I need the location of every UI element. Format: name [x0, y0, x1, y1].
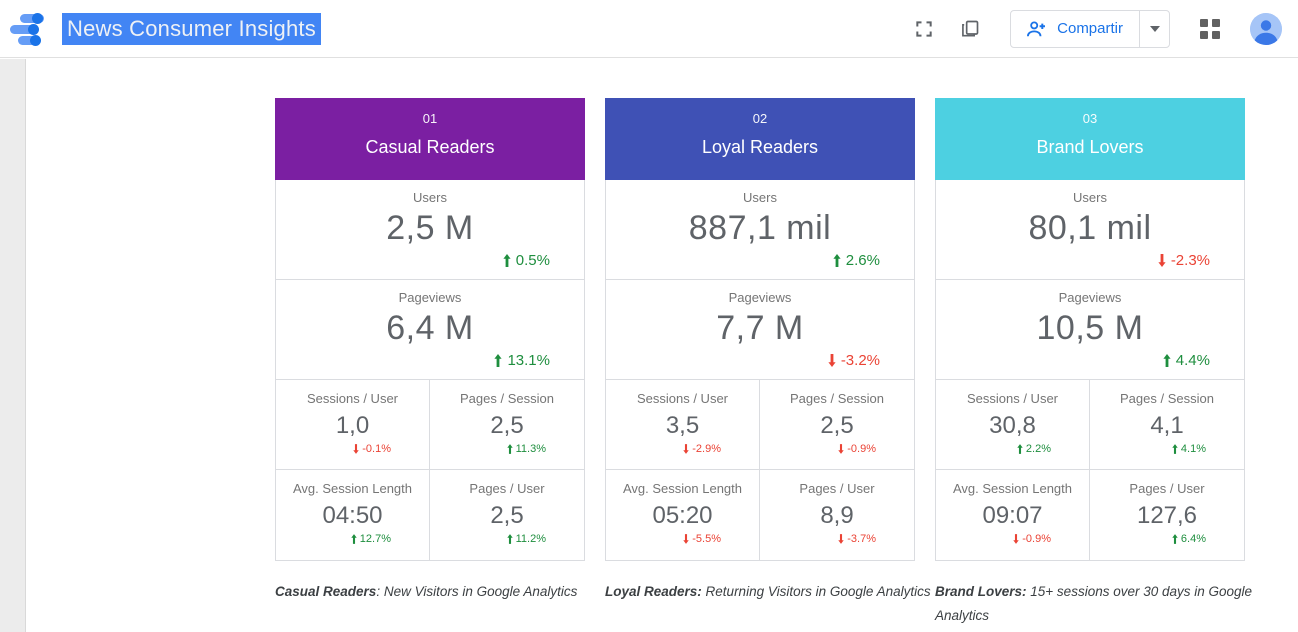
segment-name: Loyal Readers [701, 137, 819, 157]
trend-arrow-icon [1172, 444, 1178, 454]
change-indicator: -2.9% [606, 442, 759, 456]
pages-per-user-scorecard[interactable]: Pages / User 127,6 6.4% [1090, 470, 1244, 560]
change-indicator: -0.1% [276, 442, 429, 456]
change-indicator: -0.9% [760, 442, 914, 456]
segment-description-brand-lovers: Brand Lovers: 15+ sessions over 30 days … [935, 584, 1253, 623]
pages-per-session-scorecard[interactable]: Pages / Session 2,5 11.3% [430, 380, 584, 470]
apps-menu-button[interactable] [1190, 9, 1230, 49]
trend-arrow-icon [353, 444, 359, 454]
trend-arrow-icon [683, 444, 689, 454]
avg-session-length-scorecard[interactable]: Avg. Session Length 04:50 12.7% [276, 470, 430, 560]
change-indicator: -3.7% [760, 532, 914, 546]
change-indicator: 2.6% [606, 249, 914, 271]
trend-arrow-icon [1172, 534, 1178, 544]
change-indicator: 4.4% [936, 349, 1244, 371]
fullscreen-icon [914, 19, 934, 39]
segment-card-header: 02 Loyal Readers [605, 98, 915, 180]
pages-per-user-scorecard[interactable]: Pages / User 8,9 -3.7% [760, 470, 914, 560]
trend-arrow-icon [506, 444, 513, 454]
segment-card-header: 01 Casual Readers [275, 98, 585, 180]
segment-card-loyal-readers[interactable]: 02 Loyal Readers Users 887,1 mil 2.6% Pa… [605, 98, 915, 561]
trend-arrow-icon [683, 534, 689, 544]
trend-arrow-icon [828, 353, 836, 367]
change-indicator: -5.5% [606, 532, 759, 546]
trend-arrow-icon [494, 353, 503, 367]
change-indicator: -2.3% [936, 249, 1244, 271]
data-studio-logo-icon[interactable] [8, 12, 48, 46]
pageviews-scorecard[interactable]: Pageviews 10,5 M 4.4% [936, 280, 1244, 380]
change-indicator: 12.7% [276, 532, 429, 546]
share-options-button[interactable] [1139, 10, 1169, 47]
pages-per-session-scorecard[interactable]: Pages / Session 2,5 -0.9% [760, 380, 914, 470]
users-scorecard[interactable]: Users 80,1 mil -2.3% [936, 180, 1244, 280]
segment-card-casual-readers[interactable]: 01 Casual Readers Users 2,5 M 0.5% Pagev… [275, 98, 585, 561]
segment-number: 03 [1082, 111, 1098, 126]
copy-icon [960, 19, 980, 39]
users-scorecard[interactable]: Users 2,5 M 0.5% [276, 180, 584, 280]
change-indicator: 13.1% [276, 349, 584, 371]
segment-description-loyal-readers: Loyal Readers: Returning Visitors in Goo… [605, 584, 931, 599]
pageviews-scorecard[interactable]: Pageviews 7,7 M -3.2% [606, 280, 914, 380]
avg-session-length-scorecard[interactable]: Avg. Session Length 05:20 -5.5% [606, 470, 760, 560]
fullscreen-button[interactable] [904, 9, 944, 49]
report-title[interactable]: News Consumer Insights [62, 12, 321, 45]
trend-arrow-icon [506, 534, 513, 544]
trend-arrow-icon [351, 534, 357, 544]
avg-session-length-scorecard[interactable]: Avg. Session Length 09:07 -0.9% [936, 470, 1090, 560]
segment-name: Casual Readers [365, 137, 495, 157]
change-indicator: 11.3% [430, 442, 584, 456]
change-indicator: -3.2% [606, 349, 914, 371]
dropdown-arrow-icon [1149, 25, 1160, 32]
change-indicator: 2.2% [936, 442, 1089, 456]
segment-number: 01 [422, 111, 438, 126]
segment-number: 02 [752, 111, 768, 126]
segment-description-casual-readers: Casual Readers: New Visitors in Google A… [275, 584, 578, 599]
change-indicator: -0.9% [936, 532, 1089, 546]
share-button[interactable]: Compartir [1011, 11, 1139, 47]
person-add-icon [1025, 20, 1047, 38]
trend-arrow-icon [1163, 353, 1171, 367]
trend-arrow-icon [838, 444, 844, 454]
copy-report-button[interactable] [950, 9, 990, 49]
trend-arrow-icon [503, 253, 511, 267]
sessions-per-user-scorecard[interactable]: Sessions / User 3,5 -2.9% [606, 380, 760, 470]
users-scorecard[interactable]: Users 887,1 mil 2.6% [606, 180, 914, 280]
change-indicator: 11.2% [430, 532, 584, 546]
pageviews-scorecard[interactable]: Pageviews 6,4 M 13.1% [276, 280, 584, 380]
pages-per-session-scorecard[interactable]: Pages / Session 4,1 4.1% [1090, 380, 1244, 470]
trend-arrow-icon [833, 253, 841, 267]
share-split-button: Compartir [1010, 9, 1170, 48]
change-indicator: 0.5% [276, 249, 584, 271]
canvas-left-margin [0, 59, 26, 632]
change-indicator: 4.1% [1090, 442, 1244, 456]
segment-card-header: 03 Brand Lovers [935, 98, 1245, 180]
change-indicator: 6.4% [1090, 532, 1244, 546]
trend-arrow-icon [1017, 444, 1023, 454]
segment-name: Brand Lovers [1036, 137, 1144, 157]
segment-card-brand-lovers[interactable]: 03 Brand Lovers Users 80,1 mil -2.3% Pag… [935, 98, 1245, 561]
trend-arrow-icon [1158, 253, 1166, 267]
trend-arrow-icon [1013, 534, 1019, 544]
share-button-label: Compartir [1057, 20, 1123, 37]
app-bar: News Consumer Insights [0, 0, 1298, 58]
apps-grid-icon [1200, 18, 1220, 39]
pages-per-user-scorecard[interactable]: Pages / User 2,5 11.2% [430, 470, 584, 560]
trend-arrow-icon [838, 534, 844, 544]
avatar[interactable] [1250, 12, 1282, 45]
sessions-per-user-scorecard[interactable]: Sessions / User 30,8 2.2% [936, 380, 1090, 470]
sessions-per-user-scorecard[interactable]: Sessions / User 1,0 -0.1% [276, 380, 430, 470]
